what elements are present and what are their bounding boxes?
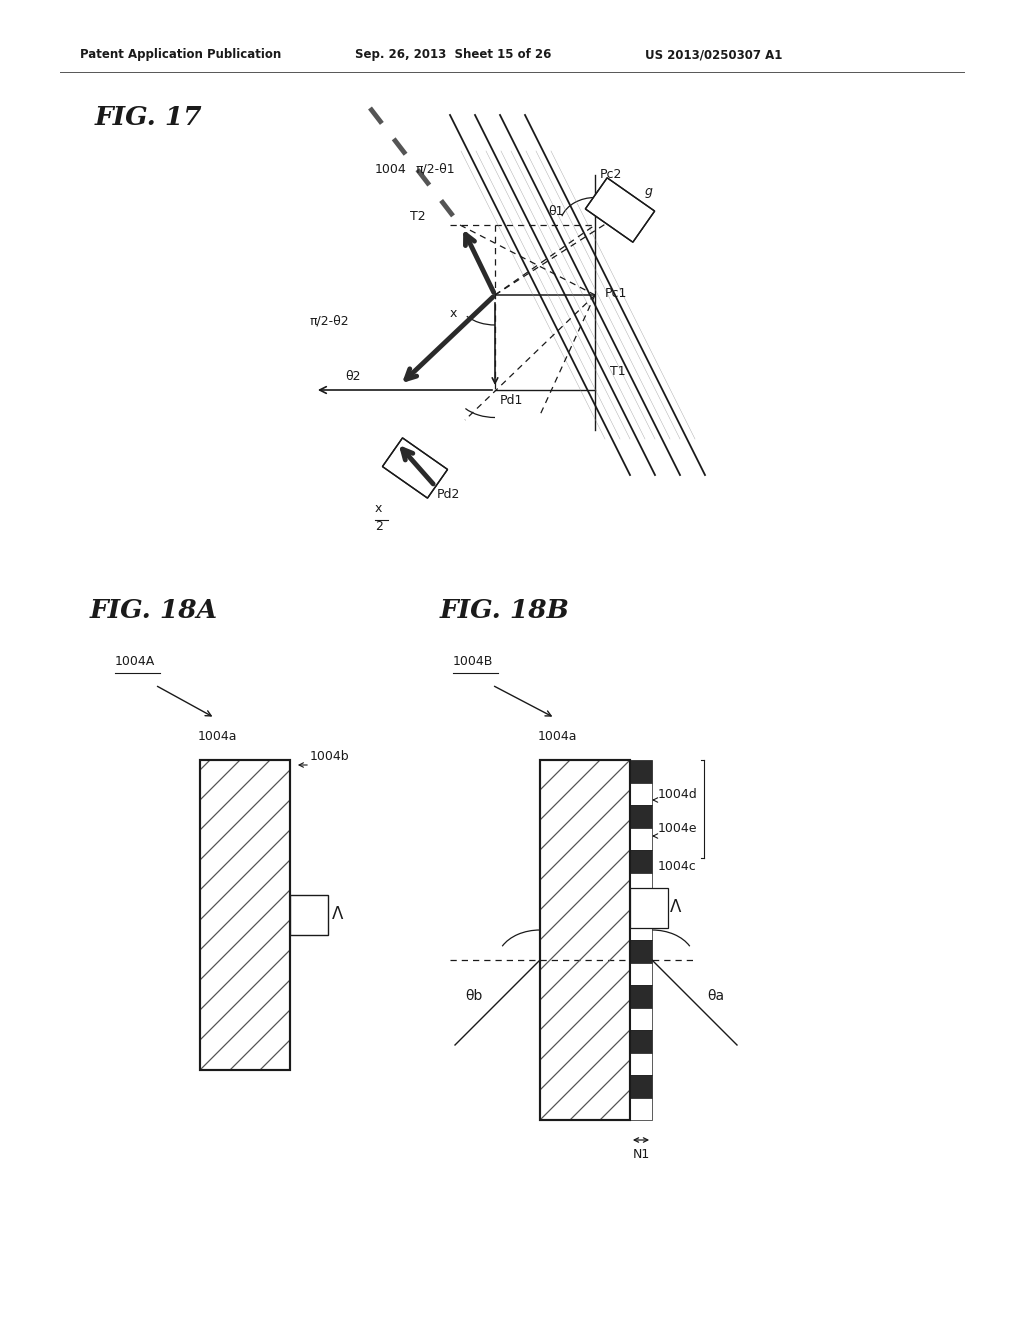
Polygon shape (630, 1052, 652, 1074)
Text: Λ: Λ (670, 898, 681, 916)
Polygon shape (630, 962, 652, 985)
Polygon shape (630, 850, 652, 873)
Text: 1004: 1004 (375, 162, 407, 176)
Text: 1004a: 1004a (538, 730, 578, 743)
Text: FIG. 18B: FIG. 18B (440, 598, 570, 623)
Polygon shape (200, 760, 290, 1071)
Polygon shape (382, 438, 447, 498)
Text: θ2: θ2 (345, 370, 360, 383)
Text: 1004c: 1004c (658, 861, 696, 873)
Text: 1004b: 1004b (310, 750, 349, 763)
Text: 1004a: 1004a (198, 730, 238, 743)
Polygon shape (586, 178, 654, 242)
Text: Pc2: Pc2 (600, 168, 623, 181)
Text: θ1: θ1 (548, 205, 563, 218)
Text: 1004d: 1004d (658, 788, 697, 801)
Text: Pd1: Pd1 (500, 393, 523, 407)
Text: T1: T1 (610, 366, 626, 378)
Polygon shape (630, 783, 652, 805)
Polygon shape (630, 917, 652, 940)
Text: Pd2: Pd2 (437, 488, 461, 502)
Polygon shape (630, 940, 652, 962)
Text: Sep. 26, 2013  Sheet 15 of 26: Sep. 26, 2013 Sheet 15 of 26 (355, 48, 551, 61)
Polygon shape (540, 760, 630, 1119)
Text: g: g (645, 185, 653, 198)
Text: 1004B: 1004B (453, 655, 494, 668)
Text: Patent Application Publication: Patent Application Publication (80, 48, 282, 61)
Polygon shape (630, 888, 668, 928)
Text: x: x (375, 502, 382, 515)
Text: US 2013/0250307 A1: US 2013/0250307 A1 (645, 48, 782, 61)
Polygon shape (630, 828, 652, 850)
Text: FIG. 18A: FIG. 18A (90, 598, 218, 623)
Polygon shape (630, 1030, 652, 1052)
Text: π/2-θ1: π/2-θ1 (415, 162, 455, 176)
Polygon shape (290, 895, 328, 935)
Text: 1004e: 1004e (658, 822, 697, 836)
Text: θb: θb (465, 989, 482, 1003)
Polygon shape (630, 895, 652, 917)
Text: 2: 2 (375, 520, 383, 533)
Polygon shape (630, 805, 652, 828)
Text: N1: N1 (633, 1148, 650, 1162)
Polygon shape (630, 760, 652, 783)
Text: 1004A: 1004A (115, 655, 156, 668)
Text: Λ: Λ (332, 906, 343, 923)
Text: x: x (450, 308, 458, 319)
Polygon shape (630, 985, 652, 1007)
Text: θa: θa (707, 989, 724, 1003)
Polygon shape (630, 1074, 652, 1097)
Polygon shape (630, 1007, 652, 1030)
Text: π/2-θ2: π/2-θ2 (310, 315, 349, 327)
Text: T2: T2 (410, 210, 426, 223)
Polygon shape (630, 873, 652, 895)
Polygon shape (630, 1097, 652, 1119)
Text: Pc1: Pc1 (605, 286, 628, 300)
Text: FIG. 17: FIG. 17 (95, 106, 203, 129)
